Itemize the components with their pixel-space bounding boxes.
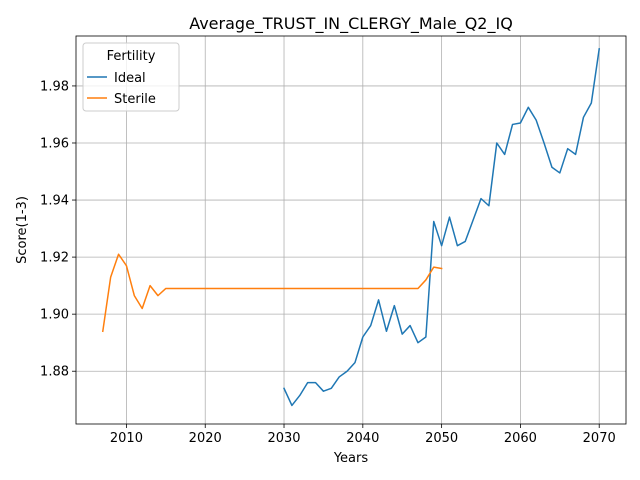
y-tick-label: 1.92 — [40, 251, 69, 266]
series-line-sterile — [101, 253, 443, 333]
y-tick-label: 1.90 — [40, 308, 69, 323]
y-tick-label: 1.98 — [40, 79, 69, 94]
x-axis-label: Years — [333, 451, 369, 466]
chart-title: Average_TRUST_IN_CLERGY_Male_Q2_IQ — [189, 14, 513, 34]
series-line-ideal — [283, 47, 601, 407]
grid — [76, 36, 626, 424]
y-tick-label: 1.88 — [40, 365, 69, 380]
legend-label-sterile: Sterile — [114, 92, 156, 107]
plot-frame — [75, 35, 627, 425]
legend-title: Fertility — [107, 49, 156, 64]
y-axis-label: Score(1-3) — [15, 196, 30, 264]
legend-label-ideal: Ideal — [114, 71, 146, 86]
y-tick-label: 1.96 — [40, 136, 69, 151]
x-tick-label: 2060 — [504, 431, 537, 446]
series-lines — [101, 47, 601, 407]
x-tick-label: 2030 — [267, 431, 300, 446]
y-tick-label: 1.94 — [40, 194, 69, 209]
x-tick-label: 2020 — [189, 431, 222, 446]
x-tick-label: 2040 — [346, 431, 379, 446]
x-tick-label: 2050 — [425, 431, 458, 446]
x-tick-label: 2070 — [583, 431, 616, 446]
legend: Fertility Ideal Sterile — [82, 42, 180, 112]
axis-ticks: 2010 2020 2030 2040 2050 2060 2070 1.88 1.90 1.92… — [40, 79, 616, 446]
x-tick-label: 2010 — [110, 431, 143, 446]
legend-box — [82, 42, 180, 112]
